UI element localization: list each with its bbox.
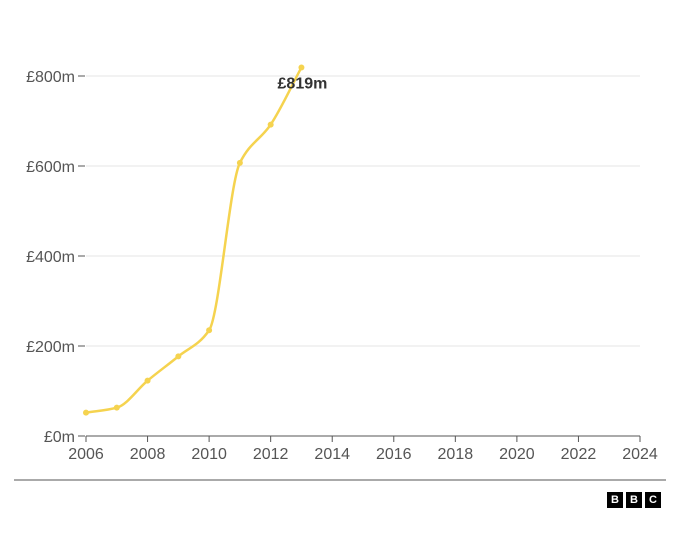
x-tick-label-2020: 2020 <box>499 446 535 463</box>
x-tick-label-2008: 2008 <box>130 446 166 463</box>
x-axis: 2006 2008 2010 2012 2014 2016 2018 2020 2022 2024 <box>68 435 658 463</box>
annotation-label: £819m <box>278 75 328 92</box>
x-tick-label-2014: 2014 <box>314 446 350 463</box>
bbc-logo-letter-c: C <box>645 492 661 508</box>
x-tick-label-2016: 2016 <box>376 446 412 463</box>
x-tick-label-2018: 2018 <box>438 446 474 463</box>
y-axis: £0m £200m £400m £600m £800m <box>26 69 85 446</box>
data-point-2010 <box>206 327 213 334</box>
gridlines <box>86 75 640 347</box>
bbc-logo-letter-b2: B <box>626 492 642 508</box>
data-point-2006 <box>83 409 89 416</box>
data-point-2007 <box>113 404 120 411</box>
x-tick-label-2024: 2024 <box>622 446 658 463</box>
x-tick-label-2022: 2022 <box>561 446 597 463</box>
series-line-0 <box>84 66 303 414</box>
data-point-2013 <box>298 64 305 71</box>
series-layer <box>83 64 305 416</box>
y-tick-label-600: £600m <box>26 159 75 176</box>
bbc-logo-letter-b1: B <box>607 492 623 508</box>
data-point-2008 <box>144 377 151 384</box>
annotation-layer: £819m <box>278 75 328 92</box>
y-tick-label-400: £400m <box>26 249 75 266</box>
x-tick-label-2006: 2006 <box>68 446 104 463</box>
y-tick-label-0: £0m <box>44 429 75 446</box>
data-point-2011 <box>236 159 243 166</box>
data-point-2009 <box>175 353 182 360</box>
bbc-logo: B B C <box>607 492 661 508</box>
y-tick-label-200: £200m <box>26 339 75 356</box>
x-tick-label-2010: 2010 <box>191 446 227 463</box>
x-tick-label-2012: 2012 <box>253 446 289 463</box>
y-tick-label-800: £800m <box>26 69 75 86</box>
data-point-2012 <box>267 121 274 128</box>
